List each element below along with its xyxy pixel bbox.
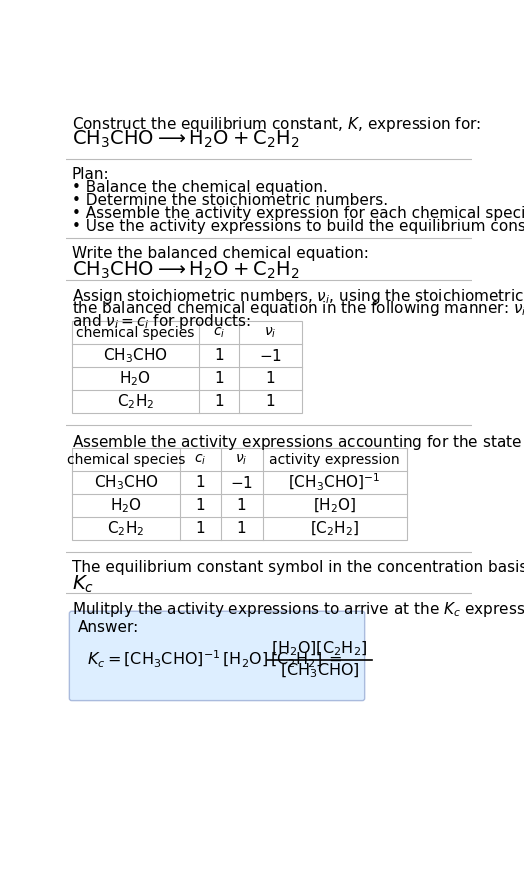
- Text: 1: 1: [195, 475, 205, 490]
- Text: • Assemble the activity expression for each chemical species.: • Assemble the activity expression for e…: [72, 206, 524, 221]
- Text: 1: 1: [214, 395, 224, 409]
- Text: $\mathrm{H_2O}$: $\mathrm{H_2O}$: [110, 496, 142, 515]
- FancyBboxPatch shape: [69, 611, 365, 700]
- Text: $\mathrm{CH_3CHO}$: $\mathrm{CH_3CHO}$: [94, 473, 158, 492]
- Text: 1: 1: [237, 498, 246, 513]
- Text: $\nu_i$: $\nu_i$: [235, 453, 248, 467]
- Text: 1: 1: [237, 521, 246, 536]
- Text: $-1$: $-1$: [258, 347, 281, 364]
- Bar: [72, 448, 407, 541]
- Text: $K_c$: $K_c$: [72, 574, 94, 595]
- Text: $\mathrm{CH_3CHO} \longrightarrow \mathrm{H_2O + C_2H_2}$: $\mathrm{CH_3CHO} \longrightarrow \mathr…: [72, 259, 299, 281]
- Text: $[\mathrm{CH_3CHO}]^{-1}$: $[\mathrm{CH_3CHO}]^{-1}$: [288, 472, 380, 494]
- Text: $[\mathrm{H_2O}][\mathrm{C_2H_2}]$: $[\mathrm{H_2O}][\mathrm{C_2H_2}]$: [271, 640, 368, 658]
- Text: $c_i$: $c_i$: [194, 453, 206, 467]
- Text: 1: 1: [265, 372, 275, 386]
- Text: $K_c = [\mathrm{CH_3CHO}]^{-1}\,[\mathrm{H_2O}]\,[\mathrm{C_2H_2}]\; =\;$: $K_c = [\mathrm{CH_3CHO}]^{-1}\,[\mathrm…: [87, 650, 343, 670]
- Text: • Use the activity expressions to build the equilibrium constant expression.: • Use the activity expressions to build …: [72, 219, 524, 234]
- Text: • Determine the stoichiometric numbers.: • Determine the stoichiometric numbers.: [72, 193, 388, 208]
- Text: 1: 1: [214, 348, 224, 364]
- Text: 1: 1: [195, 521, 205, 536]
- Text: chemical species: chemical species: [76, 325, 194, 339]
- Text: Answer:: Answer:: [78, 620, 139, 634]
- Text: $[\mathrm{C_2H_2}]$: $[\mathrm{C_2H_2}]$: [310, 519, 359, 538]
- Text: Assemble the activity expressions accounting for the state of matter and $\nu_i$: Assemble the activity expressions accoun…: [72, 433, 524, 452]
- Text: $\mathrm{H_2O}$: $\mathrm{H_2O}$: [119, 370, 151, 388]
- Text: $c_i$: $c_i$: [213, 325, 225, 339]
- Text: $\mathrm{CH_3CHO}$: $\mathrm{CH_3CHO}$: [103, 347, 168, 365]
- Text: Write the balanced chemical equation:: Write the balanced chemical equation:: [72, 246, 368, 260]
- Text: The equilibrium constant symbol in the concentration basis is:: The equilibrium constant symbol in the c…: [72, 560, 524, 575]
- Text: • Balance the chemical equation.: • Balance the chemical equation.: [72, 180, 328, 195]
- Text: Mulitply the activity expressions to arrive at the $K_c$ expression:: Mulitply the activity expressions to arr…: [72, 601, 524, 619]
- Text: 1: 1: [265, 395, 275, 409]
- Text: $[\mathrm{H_2O}]$: $[\mathrm{H_2O}]$: [313, 496, 356, 515]
- Text: $\mathrm{C_2H_2}$: $\mathrm{C_2H_2}$: [107, 519, 145, 538]
- Text: Assign stoichiometric numbers, $\nu_i$, using the stoichiometric coefficients, $: Assign stoichiometric numbers, $\nu_i$, …: [72, 287, 524, 307]
- Text: and $\nu_i = c_i$ for products:: and $\nu_i = c_i$ for products:: [72, 312, 250, 331]
- Text: $\mathrm{CH_3CHO} \longrightarrow \mathrm{H_2O + C_2H_2}$: $\mathrm{CH_3CHO} \longrightarrow \mathr…: [72, 128, 299, 150]
- Text: Construct the equilibrium constant, $K$, expression for:: Construct the equilibrium constant, $K$,…: [72, 115, 481, 134]
- Text: activity expression: activity expression: [269, 453, 400, 467]
- Text: 1: 1: [214, 372, 224, 386]
- Text: $-1$: $-1$: [230, 475, 253, 491]
- Text: $\mathrm{C_2H_2}$: $\mathrm{C_2H_2}$: [116, 392, 154, 411]
- Text: the balanced chemical equation in the following manner: $\nu_i = -c_i$ for react: the balanced chemical equation in the fo…: [72, 299, 524, 318]
- Bar: [72, 321, 302, 413]
- Text: chemical species: chemical species: [67, 453, 185, 467]
- Text: $\nu_i$: $\nu_i$: [264, 325, 276, 339]
- Text: 1: 1: [195, 498, 205, 513]
- Text: $[\mathrm{CH_3CHO}]$: $[\mathrm{CH_3CHO}]$: [280, 661, 359, 680]
- Text: Plan:: Plan:: [72, 167, 110, 182]
